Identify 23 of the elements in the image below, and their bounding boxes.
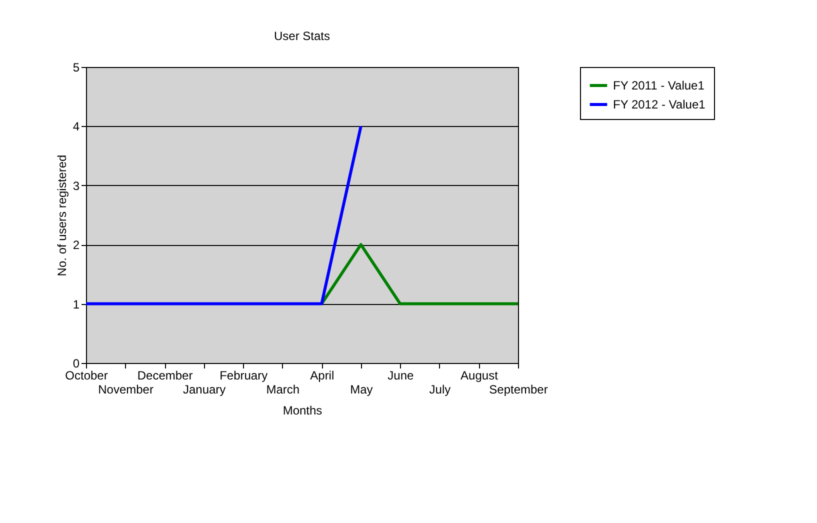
y-tick-label: 5 — [72, 60, 80, 74]
x-tick-label: February — [220, 368, 268, 382]
y-tick-label: 2 — [72, 238, 80, 252]
chart-title: User Stats — [274, 29, 330, 43]
x-tick-label: August — [460, 368, 499, 382]
x-axis-title: Months — [282, 404, 322, 418]
y-tick-label: 4 — [72, 120, 80, 134]
y-tick-label: 1 — [72, 297, 80, 312]
x-tick-label: June — [388, 368, 414, 382]
legend-label: FY 2011 - Value1 — [613, 78, 705, 92]
y-tick-label: 3 — [72, 178, 80, 193]
x-tick-label: July — [429, 382, 451, 396]
x-tick-label: May — [350, 382, 373, 396]
x-tick-label: December — [137, 368, 193, 382]
x-tick-label: January — [182, 382, 226, 396]
y-axis-title: No. of users registered — [54, 154, 69, 276]
legend-label: FY 2012 - Value1 — [613, 98, 706, 112]
y-tick-label: 0 — [72, 356, 80, 370]
x-tick-label: March — [266, 382, 300, 396]
x-tick-label: April — [310, 368, 334, 382]
x-tick-label: September — [489, 382, 548, 396]
x-tick-label: October — [65, 368, 108, 382]
x-tick-label: November — [98, 382, 154, 396]
